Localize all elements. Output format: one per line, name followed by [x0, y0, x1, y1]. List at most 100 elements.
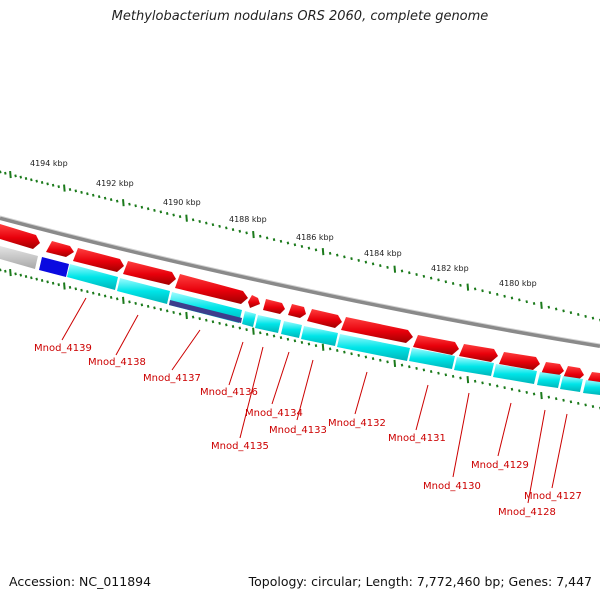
minor-tick [547, 305, 551, 309]
scale-labels: 4194 kbp 4192 kbp 4190 kbp 4188 kbp 4186… [30, 159, 537, 288]
major-tick [185, 214, 188, 222]
minor-tick [408, 365, 411, 369]
minor-tick [415, 273, 418, 277]
minor-tick [314, 344, 318, 348]
major-tick [540, 391, 543, 400]
minor-tick [19, 273, 23, 277]
minor-tick [328, 347, 332, 351]
minor-tick [525, 390, 528, 394]
minor-tick [343, 350, 346, 354]
major-tick [466, 283, 470, 291]
scale-label-4190: 4190 kbp [163, 198, 201, 207]
leader-line [551, 413, 568, 489]
minor-tick [459, 376, 462, 380]
minor-tick [272, 334, 276, 338]
minor-tick [91, 291, 95, 295]
minor-tick [364, 355, 368, 359]
minor-tick [554, 397, 558, 401]
minor-tick [128, 300, 131, 304]
minor-tick [128, 202, 131, 206]
minor-tick [86, 290, 89, 294]
forward-genes [0, 224, 600, 386]
minor-tick [422, 368, 426, 372]
cds-track [0, 246, 600, 395]
scale-label-4194: 4194 kbp [30, 159, 68, 168]
cds-block [242, 311, 256, 327]
gene-label-mnod-4134: Mnod_4134 [245, 408, 303, 419]
leader-line [527, 409, 546, 504]
minor-tick [510, 296, 514, 300]
minor-tick [286, 241, 290, 245]
major-tick [9, 268, 12, 277]
major-tick [122, 296, 125, 304]
scale-label-4182: 4182 kbp [431, 264, 469, 273]
minor-tick [14, 174, 17, 178]
major-tick [252, 230, 255, 239]
leader-line [497, 402, 512, 457]
minor-tick [400, 363, 404, 367]
leader-line [239, 346, 264, 439]
minor-tick [91, 193, 95, 197]
minor-tick [437, 278, 440, 282]
minor-tick [68, 187, 72, 191]
minor-tick [238, 229, 242, 233]
label-leaders [61, 297, 568, 504]
inner-tick-ring [0, 268, 600, 410]
cds-block [337, 334, 410, 361]
gene-label-mnod-4138: Mnod_4138 [88, 357, 146, 368]
gene-arrow [248, 295, 260, 308]
gene-arrow [46, 241, 74, 257]
gene-label-mnod-4133: Mnod_4133 [269, 425, 327, 436]
gene-label-mnod-4130: Mnod_4130 [423, 481, 481, 492]
leader-line [452, 392, 470, 478]
minor-tick [178, 215, 182, 219]
minor-tick [51, 183, 55, 187]
minor-tick [97, 293, 101, 297]
minor-tick [86, 192, 89, 196]
scale-label-4188: 4188 kbp [229, 215, 267, 224]
minor-tick [495, 292, 499, 296]
minor-tick [569, 311, 573, 315]
minor-tick [518, 389, 521, 393]
minor-tick [569, 400, 573, 404]
minor-tick [584, 403, 587, 407]
major-tick [9, 170, 12, 179]
cds-block-gray [0, 246, 38, 269]
major-tick [466, 376, 470, 384]
cds-block [560, 376, 583, 392]
minor-tick [300, 244, 304, 248]
minor-tick [473, 287, 477, 291]
minor-tick [258, 234, 262, 238]
minor-tick [191, 218, 195, 222]
minor-tick [576, 401, 580, 405]
minor-tick [80, 288, 83, 292]
cds-block [537, 372, 561, 388]
minor-tick [444, 373, 448, 377]
cds-block [583, 380, 600, 395]
gene-arrow [73, 248, 124, 272]
minor-tick [400, 269, 404, 273]
minor-tick [46, 182, 49, 186]
gene-label-mnod-4136: Mnod_4136 [200, 387, 258, 398]
minor-tick [245, 231, 248, 235]
leader-line [228, 341, 244, 386]
minor-tick [4, 171, 7, 175]
minor-tick [335, 349, 339, 352]
scale-label-4192: 4192 kbp [96, 179, 134, 188]
minor-tick [0, 170, 2, 174]
gene-arrow [307, 309, 342, 328]
minor-tick [231, 324, 235, 328]
minor-tick [307, 342, 311, 346]
minor-tick [97, 195, 101, 199]
minor-tick [24, 177, 28, 180]
minor-tick [429, 276, 433, 280]
minor-tick [415, 366, 418, 370]
minor-tick [576, 313, 580, 316]
gene-label-mnod-4135: Mnod_4135 [211, 441, 269, 452]
minor-tick [562, 309, 565, 313]
minor-tick [335, 253, 339, 257]
minor-tick [238, 326, 242, 330]
leader-line [271, 351, 290, 405]
minor-tick [57, 283, 60, 287]
minor-tick [488, 291, 492, 295]
